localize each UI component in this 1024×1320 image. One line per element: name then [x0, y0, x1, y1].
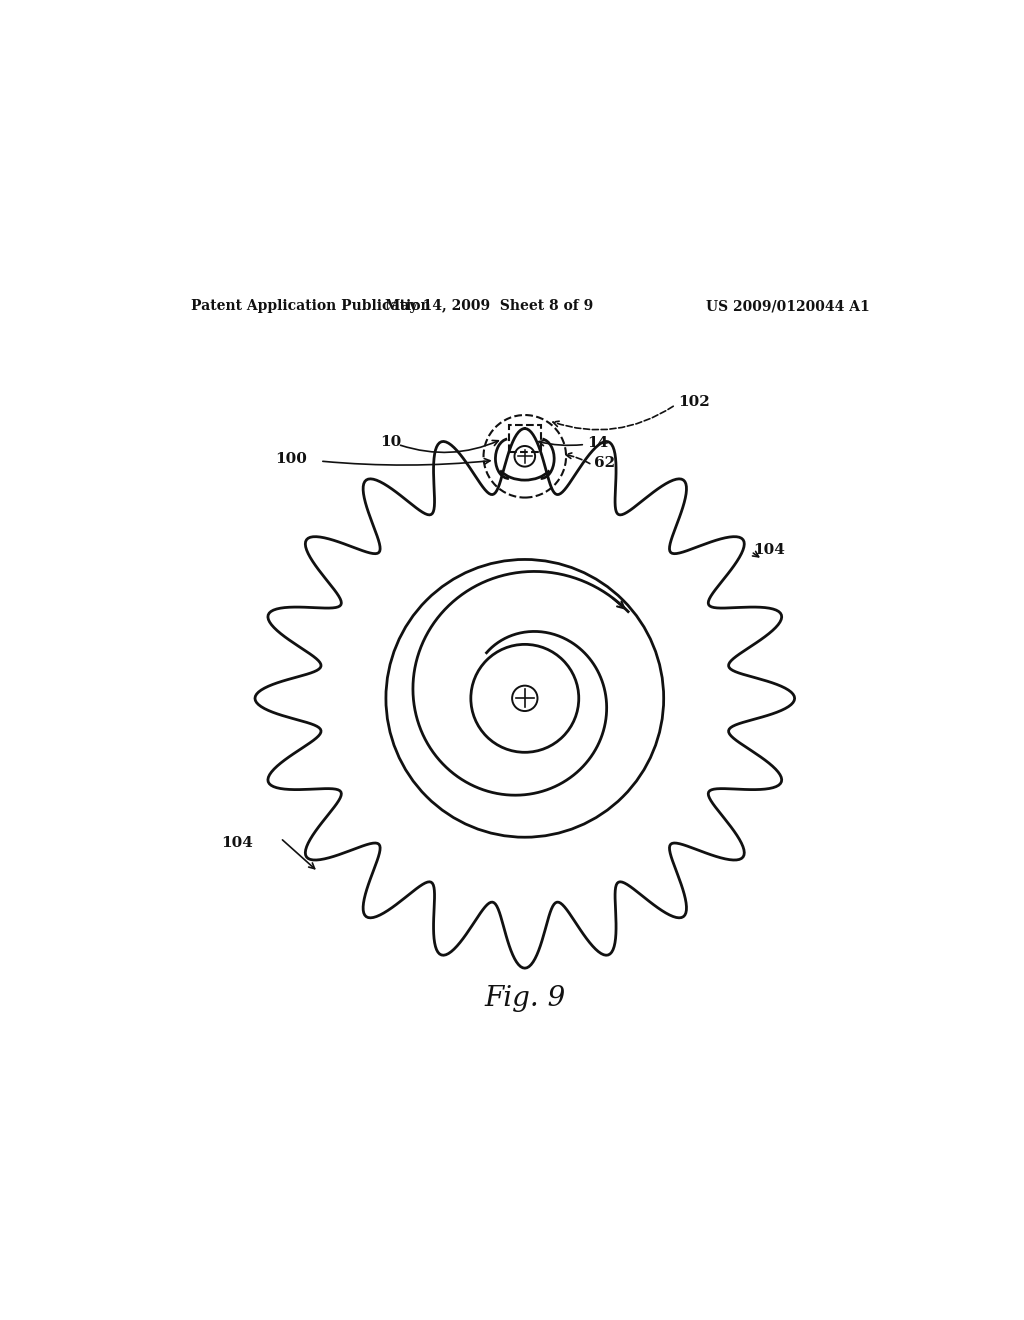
- Text: 14: 14: [587, 436, 608, 450]
- Text: 104: 104: [221, 836, 254, 850]
- Text: 10: 10: [380, 436, 401, 449]
- Text: US 2009/0120044 A1: US 2009/0120044 A1: [707, 300, 870, 313]
- Bar: [509, 425, 541, 453]
- Text: 62: 62: [594, 457, 615, 470]
- Text: 100: 100: [274, 451, 307, 466]
- Text: Patent Application Publication: Patent Application Publication: [191, 300, 431, 313]
- Text: 102: 102: [678, 395, 710, 409]
- Text: May 14, 2009  Sheet 8 of 9: May 14, 2009 Sheet 8 of 9: [385, 300, 593, 313]
- Text: 104: 104: [754, 543, 785, 557]
- Text: Fig. 9: Fig. 9: [484, 985, 565, 1012]
